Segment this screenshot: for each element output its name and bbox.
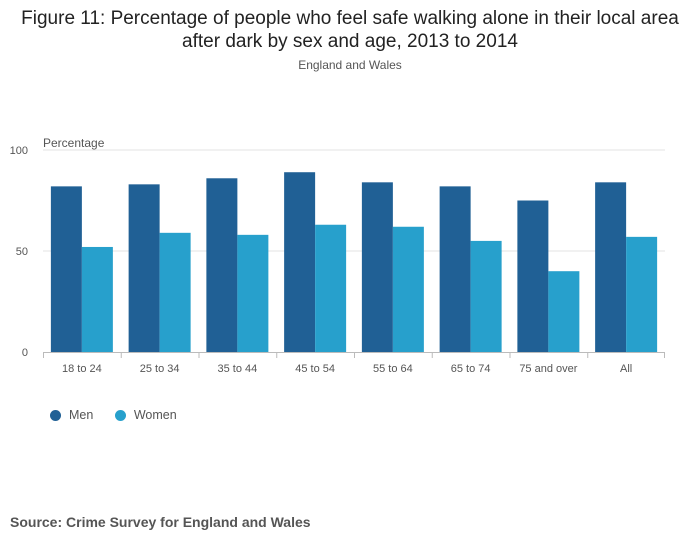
bar-women-45-to-54 — [315, 224, 347, 352]
bar-women-18-to-24 — [81, 246, 113, 352]
x-tick-label-55-to-64: 55 to 64 — [373, 363, 413, 375]
bar-women-35-to-44 — [237, 234, 269, 352]
bar-men-55-to-64 — [361, 182, 393, 352]
legend-item-men: Men — [50, 408, 93, 422]
bar-men-35-to-44 — [206, 178, 238, 352]
x-tick-label-45-to-54: 45 to 54 — [295, 363, 335, 375]
chart-title: Figure 11: Percentage of people who feel… — [21, 8, 679, 52]
bar-men-18-to-24 — [50, 186, 82, 352]
bar-women-25-to-34 — [159, 232, 191, 352]
bar-women-75-and-over — [548, 271, 580, 352]
bar-men-25-to-34 — [128, 184, 160, 352]
bar-women-65-to-74 — [470, 240, 502, 352]
x-tick-label-75-and-over: 75 and over — [519, 363, 577, 375]
source-note: Source: Crime Survey for England and Wal… — [10, 514, 311, 530]
y-tick-label-0: 0 — [22, 347, 28, 359]
legend-item-women: Women — [114, 408, 177, 422]
legend-label-women: Women — [133, 408, 177, 422]
bar-women-55-to-64 — [392, 226, 424, 352]
y-tick-label-100: 100 — [10, 145, 28, 157]
legend-label-men: Men — [69, 408, 94, 422]
bar-women-all — [626, 236, 658, 352]
chart-legend: Men Women — [50, 408, 195, 424]
legend-marker-women — [114, 409, 126, 421]
y-axis-label: Percentage — [43, 136, 105, 150]
legend-marker-men — [50, 409, 61, 421]
bar-men-65-to-74 — [439, 186, 471, 352]
x-tick-label-all: All — [620, 363, 632, 375]
x-tick-label-35-to-44: 35 to 44 — [217, 363, 257, 375]
x-tick-label-18-to-24: 18 to 24 — [62, 363, 102, 375]
bar-men-75-and-over — [517, 200, 549, 352]
y-tick-label-50: 50 — [16, 246, 28, 258]
bar-men-all — [595, 182, 627, 352]
x-tick-label-25-to-34: 25 to 34 — [140, 363, 180, 375]
bar-men-45-to-54 — [284, 172, 316, 352]
x-tick-label-65-to-74: 65 to 74 — [451, 363, 491, 375]
chart-subtitle: England and Wales — [298, 58, 402, 72]
